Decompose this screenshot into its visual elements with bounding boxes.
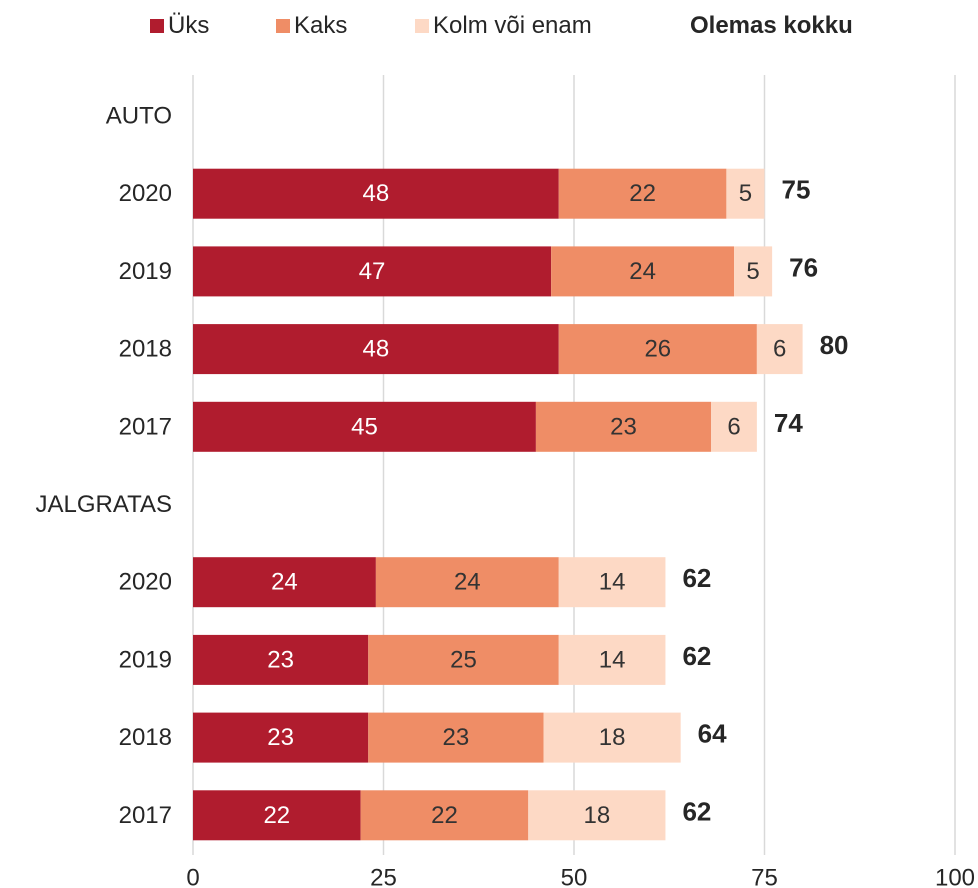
bar-segment-three	[558, 557, 666, 608]
bar-segment-one	[193, 168, 559, 219]
bar-segment-three	[756, 324, 803, 375]
data-label-one: 23	[267, 646, 294, 673]
bar-segment-one	[193, 557, 376, 608]
bar-segment-three	[558, 634, 666, 685]
legend-item-total: Olemas kokku	[690, 8, 853, 44]
year-label: 2020	[119, 180, 172, 207]
x-tick-label: 75	[751, 865, 778, 888]
bar-segment-three	[734, 246, 773, 297]
data-label-one: 47	[359, 258, 386, 285]
data-label-two: 26	[644, 336, 671, 363]
total-label: 62	[682, 641, 711, 671]
legend-label-one: Üks	[168, 12, 210, 39]
legend-swatch-three	[415, 19, 429, 33]
year-label: 2017	[119, 413, 172, 440]
total-label: 75	[782, 175, 811, 205]
bar-segment-one	[193, 246, 552, 297]
legend-item-two: Kaks	[276, 8, 347, 44]
data-label-two: 22	[629, 180, 656, 207]
year-label: 2018	[119, 724, 172, 751]
total-label: 62	[682, 563, 711, 593]
data-label-one: 24	[271, 569, 298, 596]
group-label: AUTO	[106, 103, 172, 130]
bar-segment-two	[375, 557, 559, 608]
total-label: 64	[698, 719, 727, 749]
data-label-three: 14	[599, 646, 626, 673]
bar-segment-one	[193, 790, 361, 841]
total-label: 76	[789, 252, 818, 282]
legend-swatch-one	[150, 19, 164, 33]
data-label-one: 23	[267, 724, 294, 751]
bar-segment-two	[535, 401, 712, 452]
bar-segment-two	[360, 790, 529, 841]
group-label: JALGRATAS	[36, 491, 172, 518]
total-label: 80	[820, 330, 849, 360]
bar-segment-one	[193, 401, 536, 452]
legend-item-three: Kolm või enam	[415, 8, 592, 44]
data-label-two: 24	[454, 569, 481, 596]
data-label-two: 23	[610, 413, 637, 440]
bar-segment-one	[193, 324, 559, 375]
legend-label-two: Kaks	[294, 12, 348, 39]
bar-segment-three	[528, 790, 666, 841]
data-label-three: 6	[773, 336, 786, 363]
data-label-one: 45	[351, 413, 378, 440]
data-label-two: 23	[443, 724, 470, 751]
legend-swatch-two	[276, 19, 290, 33]
legend-label-total: Olemas kokku	[690, 12, 853, 39]
bar-segment-two	[551, 246, 735, 297]
bar-segment-two	[368, 712, 544, 763]
data-label-three: 18	[584, 802, 611, 829]
total-label: 74	[774, 408, 803, 438]
bar-segment-one	[193, 634, 369, 685]
year-label: 2019	[119, 258, 172, 285]
data-label-two: 22	[431, 802, 458, 829]
data-label-three: 14	[599, 569, 626, 596]
data-label-three: 18	[599, 724, 626, 751]
x-tick-label: 0	[186, 865, 199, 888]
bar-segment-two	[558, 168, 727, 219]
data-label-three: 5	[739, 180, 752, 207]
bar-segment-three	[711, 401, 757, 452]
bar-segment-three	[543, 712, 681, 763]
legend-label-three: Kolm või enam	[433, 12, 592, 39]
data-label-one: 48	[363, 180, 390, 207]
x-tick-label: 25	[370, 865, 397, 888]
legend-item-one: Üks	[150, 8, 209, 44]
year-label: 2018	[119, 336, 172, 363]
year-label: 2017	[119, 802, 172, 829]
data-label-one: 22	[263, 802, 290, 829]
year-label: 2019	[119, 646, 172, 673]
bar-segment-three	[726, 168, 765, 219]
data-label-two: 25	[450, 646, 477, 673]
x-tick-label: 100	[935, 865, 975, 888]
bar-segment-one	[193, 712, 369, 763]
bar-segment-two	[368, 634, 559, 685]
total-label: 62	[682, 796, 711, 826]
year-label: 2020	[119, 569, 172, 596]
bar-segment-two	[558, 324, 757, 375]
x-tick-label: 50	[561, 865, 588, 888]
chart-legend: Üks Kaks Kolm või enam Olemas kokku	[0, 8, 978, 44]
data-label-three: 5	[746, 258, 759, 285]
data-label-two: 24	[629, 258, 656, 285]
data-label-one: 48	[363, 336, 390, 363]
data-label-three: 6	[727, 413, 740, 440]
